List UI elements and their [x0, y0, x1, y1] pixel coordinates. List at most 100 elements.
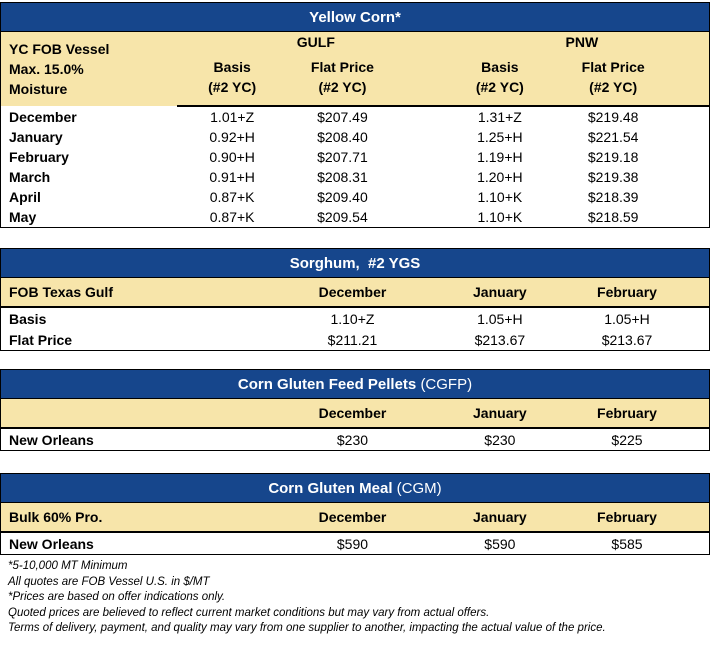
- yellow-corn-group-header-row: YC FOB Vessel Max. 15.0% Moisture GULF P…: [0, 31, 710, 97]
- cgm-title-abbrev: (CGM): [396, 479, 442, 497]
- row-label: New Orleans: [9, 431, 94, 448]
- spacer-cell: [681, 187, 709, 207]
- price-cell: $225: [611, 431, 643, 448]
- table-row: March 0.91+H $208.31 1.20+H $219.38: [1, 167, 710, 187]
- cgfp-title-bold: Corn Gluten Feed Pellets: [237, 375, 417, 393]
- month-header: January: [454, 277, 545, 308]
- pnw-basis-grade: (#2 YC): [454, 79, 545, 107]
- cgfp-title: Corn Gluten Feed Pellets (CGFP): [0, 369, 710, 399]
- cgfp-title-abbrev: (CGFP): [420, 375, 473, 393]
- gulf-flat-price-header: Flat Price: [310, 58, 374, 75]
- month-label: April: [9, 189, 41, 205]
- footnotes: *5-10,000 MT Minimum All quotes are FOB …: [0, 555, 710, 637]
- table-row: December 1.01+Z $207.49 1.31+Z $219.48: [1, 106, 710, 127]
- gulf-basis-cell: 0.90+H: [209, 149, 255, 165]
- row-label: Flat Price: [9, 331, 73, 348]
- cgm-title: Corn Gluten Meal (CGM): [0, 473, 710, 503]
- basis-cell: 1.05+H: [477, 310, 523, 327]
- month-header: February: [544, 502, 710, 533]
- pnw-basis-header: Basis: [481, 58, 519, 75]
- gulf-basis-cell: 0.92+H: [209, 129, 255, 145]
- table-row: Flat Price $211.21 $213.67 $213.67: [1, 329, 710, 351]
- gulf-flat-price-cell: $207.71: [317, 149, 368, 165]
- table-row: Basis 1.10+Z 1.05+H 1.05+H: [1, 307, 710, 329]
- month-header: December: [250, 277, 455, 308]
- flat-price-cell: $213.67: [474, 331, 526, 348]
- cgm-title-row: Corn Gluten Meal (CGM): [0, 473, 710, 503]
- month-header: January: [454, 502, 545, 533]
- gulf-basis-header: Basis: [213, 58, 251, 75]
- spacer-cell: [398, 187, 455, 207]
- gulf-flat-price-cell: $208.40: [317, 129, 368, 145]
- flat-price-cell: $213.67: [601, 331, 653, 348]
- cgm-row-label: Bulk 60% Pro.: [0, 502, 251, 533]
- pnw-basis-cell: 1.10+K: [477, 209, 523, 225]
- flat-price-cell: $211.21: [327, 331, 378, 348]
- cgfp-section: Corn Gluten Feed Pellets (CGFP) December…: [0, 369, 710, 451]
- spacer-cell: [681, 54, 709, 79]
- spacer-cell: [681, 79, 710, 107]
- yellow-corn-title: Yellow Corn*: [0, 2, 710, 32]
- row-label: New Orleans: [9, 535, 94, 552]
- cgm-title-bold: Corn Gluten Meal: [268, 479, 393, 497]
- sorghum-title: Sorghum, #2 YGS: [0, 248, 710, 278]
- basis-cell: 1.05+H: [604, 310, 650, 327]
- price-cell: $230: [484, 431, 516, 448]
- cgm-section: Corn Gluten Meal (CGM) Bulk 60% Pro. Dec…: [0, 473, 710, 555]
- footnote-line: All quotes are FOB Vessel U.S. in $/MT: [8, 575, 210, 588]
- spacer-cell: [398, 207, 455, 228]
- pnw-flat-price-cell: $221.54: [587, 129, 639, 145]
- spacer-cell: [681, 167, 709, 187]
- sorghum-row-label: FOB Texas Gulf: [0, 277, 251, 308]
- pnw-basis-cell: 1.31+Z: [477, 109, 522, 125]
- gulf-group-label: GULF: [180, 32, 451, 54]
- month-header: December: [250, 398, 455, 429]
- sorghum-month-header-row: FOB Texas Gulf December January February: [0, 277, 710, 308]
- month-label: March: [9, 169, 51, 185]
- sorghum-title-row: Sorghum, #2 YGS: [0, 248, 710, 278]
- pnw-flat-price-header: Flat Price: [581, 58, 645, 75]
- price-cell: $230: [336, 431, 369, 448]
- month-header: December: [250, 502, 455, 533]
- gulf-basis-cell: 0.87+K: [209, 209, 255, 225]
- table-row: February 0.90+H $207.71 1.19+H $219.18: [1, 147, 710, 167]
- table-row: January 0.92+H $208.40 1.25+H $221.54: [1, 127, 710, 147]
- yellow-corn-row-label: YC FOB Vessel Max. 15.0% Moisture: [9, 41, 110, 97]
- pnw-flat-price-cell: $218.59: [587, 209, 639, 225]
- month-label: February: [9, 149, 69, 165]
- footnote-line: *Prices are based on offer indications o…: [8, 591, 226, 603]
- pnw-flat-price-cell: $219.38: [587, 169, 639, 185]
- month-header: February: [545, 277, 710, 308]
- gulf-flat-price-cell: $208.31: [317, 169, 368, 185]
- yellow-corn-section: Yellow Corn* YC FOB Vessel Max. 15.0% Mo…: [0, 2, 710, 228]
- spacer-cell: [398, 54, 455, 79]
- spacer-cell: [681, 127, 709, 147]
- gulf-flat-price-cell: $209.40: [317, 189, 368, 205]
- spacer-cell: [398, 167, 455, 187]
- gulf-flat-price-grade: (#2 YC): [287, 79, 398, 107]
- gulf-basis-grade: (#2 YC): [176, 79, 288, 107]
- gulf-basis-cell: 0.91+H: [209, 169, 255, 185]
- spacer-cell: [398, 147, 455, 167]
- gulf-basis-cell: 1.01+Z: [210, 109, 255, 125]
- month-header: January: [454, 398, 545, 429]
- cgfp-month-header-row: December January February: [0, 398, 710, 429]
- pnw-basis-cell: 1.19+H: [477, 149, 523, 165]
- sorghum-section: Sorghum, #2 YGS FOB Texas Gulf December …: [0, 248, 710, 351]
- footnote-line: Terms of delivery, payment, and quality …: [8, 622, 606, 634]
- table-row: New Orleans $590 $590 $585: [1, 532, 710, 555]
- month-label: December: [9, 108, 77, 125]
- spacer-cell: [398, 127, 455, 147]
- table-row: May 0.87+K $209.54 1.10+K $218.59: [1, 207, 710, 228]
- spacer-cell: [681, 207, 709, 228]
- pnw-group-header: PNW: [455, 32, 710, 54]
- pnw-basis-cell: 1.10+K: [477, 189, 523, 205]
- pnw-flat-price-grade: (#2 YC): [544, 79, 682, 107]
- footnote-line: Quoted prices are believed to reflect cu…: [8, 606, 490, 619]
- cgfp-row-label: [0, 398, 251, 429]
- pnw-flat-price-cell: $219.48: [587, 109, 639, 125]
- month-label: January: [9, 129, 63, 145]
- pnw-basis-cell: 1.25+H: [477, 129, 523, 145]
- gulf-flat-price-cell: $209.54: [317, 209, 368, 225]
- spacer-cell: [397, 79, 455, 107]
